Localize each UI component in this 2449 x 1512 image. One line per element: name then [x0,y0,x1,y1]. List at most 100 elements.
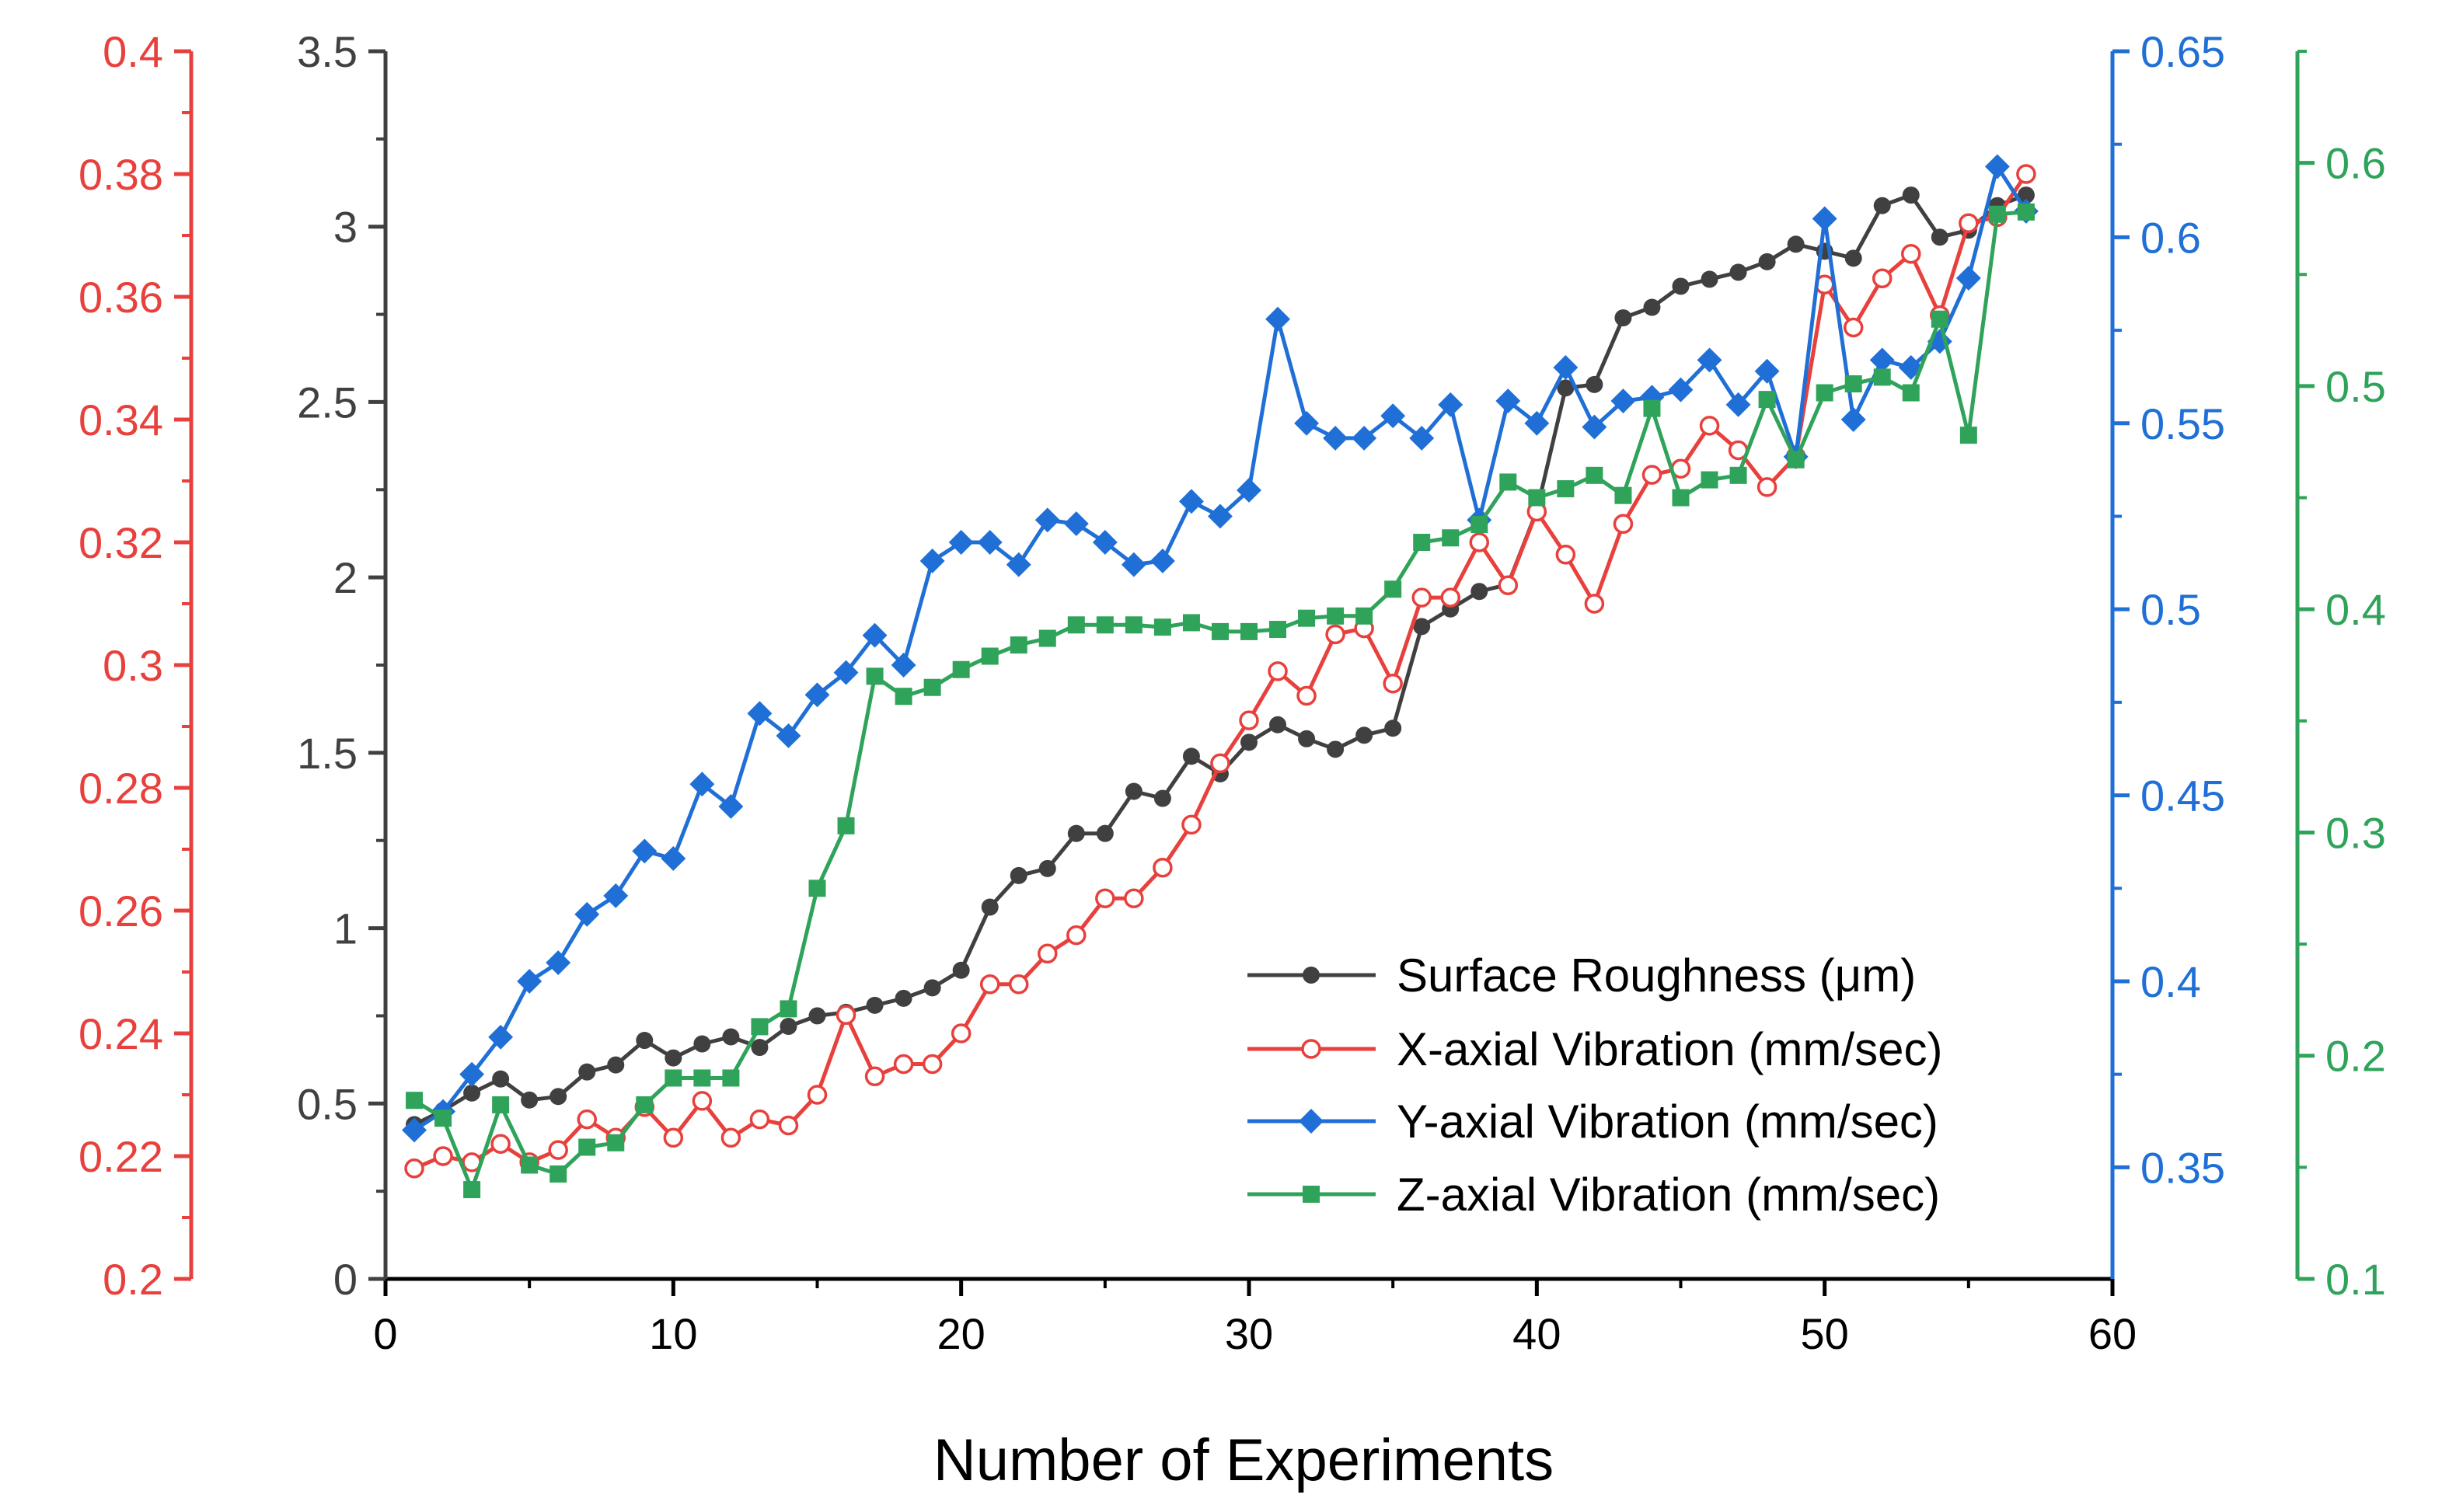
data-point [1498,575,1519,596]
data-point [1499,473,1517,491]
data-point [751,1039,769,1057]
data-point [1327,740,1345,758]
roughness-tick-label: 1 [333,904,358,953]
data-point [404,1158,424,1179]
data-point [1442,529,1460,547]
data-point [1182,747,1200,765]
data-point [1010,866,1027,884]
data-point [808,1007,826,1025]
data-point [1959,427,1977,444]
data-point [549,1088,567,1106]
data-point [2017,186,2035,204]
data-point [521,1091,539,1109]
data-point [577,1109,597,1130]
data-point [1643,399,1661,417]
data-point [665,1069,682,1087]
data-point [1495,388,1521,414]
x-tick-label: 50 [1801,1309,1849,1358]
y_vib-tick-label: 0.45 [2140,772,2225,820]
data-point [665,1049,682,1067]
data-point [1959,213,1979,233]
data-point [1988,205,2006,223]
data-point [692,1091,713,1111]
x-tick-label: 40 [1512,1309,1561,1358]
data-point [1584,594,1605,614]
data-point [2017,203,2035,221]
data-point [1754,358,1780,384]
data-point [720,1127,741,1148]
z_vib-tick-label: 0.4 [2325,585,2386,634]
data-point [521,1156,539,1174]
data-point [1067,824,1085,842]
data-point [574,901,600,927]
data-point [1240,622,1258,640]
data-point [693,1069,711,1087]
data-point [1641,465,1662,485]
data-point [862,622,888,648]
data-point [1181,814,1202,835]
x-tick-label: 20 [937,1309,986,1358]
roughness-tick-label: 0 [333,1255,358,1304]
data-point [1524,410,1550,436]
data-point [1586,466,1603,484]
data-point [1613,514,1634,535]
y_vib-tick-label: 0.65 [2140,27,2225,76]
data-point [607,1056,625,1074]
data-point [836,1005,856,1026]
data-point [780,1000,797,1018]
data-point [463,1181,481,1199]
z_vib-tick-label: 0.6 [2325,139,2386,188]
data-point [636,1096,654,1113]
data-point [1038,859,1056,877]
roughness-tick-label: 2 [333,553,358,602]
series-layer [402,154,2039,1199]
data-point [952,660,970,678]
roughness-tick-label: 3.5 [297,27,358,76]
data-point [1984,154,2010,179]
data-point [603,883,629,908]
data-point [1873,368,1891,386]
data-point [548,1140,568,1160]
data-point [1955,266,1981,291]
x_vib-tick-label: 0.28 [78,764,163,813]
x_vib-tick-label: 0.26 [78,887,163,935]
data-point [1063,511,1089,537]
data-point [1610,388,1636,414]
data-point [1697,347,1722,373]
data-point [1010,636,1027,654]
data-point [1355,726,1373,744]
data-point [1211,622,1229,640]
data-point [1902,384,1920,402]
data-point [948,530,974,555]
data-point [1153,618,1171,636]
data-point [1237,478,1261,503]
data-point [1931,310,1948,328]
data-point [1265,306,1290,332]
x_vib-tick-label: 0.4 [103,27,163,76]
data-point [718,793,744,819]
legend-marker [1301,1039,1321,1059]
data-point [459,1061,485,1087]
data-point [463,1084,481,1102]
data-point [1096,824,1114,842]
data-point [722,1028,740,1046]
data-point [1699,416,1720,436]
data-point [578,1063,596,1081]
data-point [1840,407,1866,432]
legend-marker [1303,1186,1320,1203]
data-point [1869,347,1895,373]
data-point [1038,943,1058,964]
data-point [1323,425,1348,451]
data-point [1812,206,1837,232]
data-point [1121,552,1146,577]
data-point [1729,466,1747,484]
data-point [1469,532,1490,552]
data-point [1873,197,1891,214]
data-point [837,817,855,834]
data-point [578,1138,596,1156]
data-point [1902,186,1920,204]
data-point [1440,587,1460,608]
data-point [1296,685,1317,706]
data-point [490,1134,511,1154]
data-point [1668,377,1694,402]
